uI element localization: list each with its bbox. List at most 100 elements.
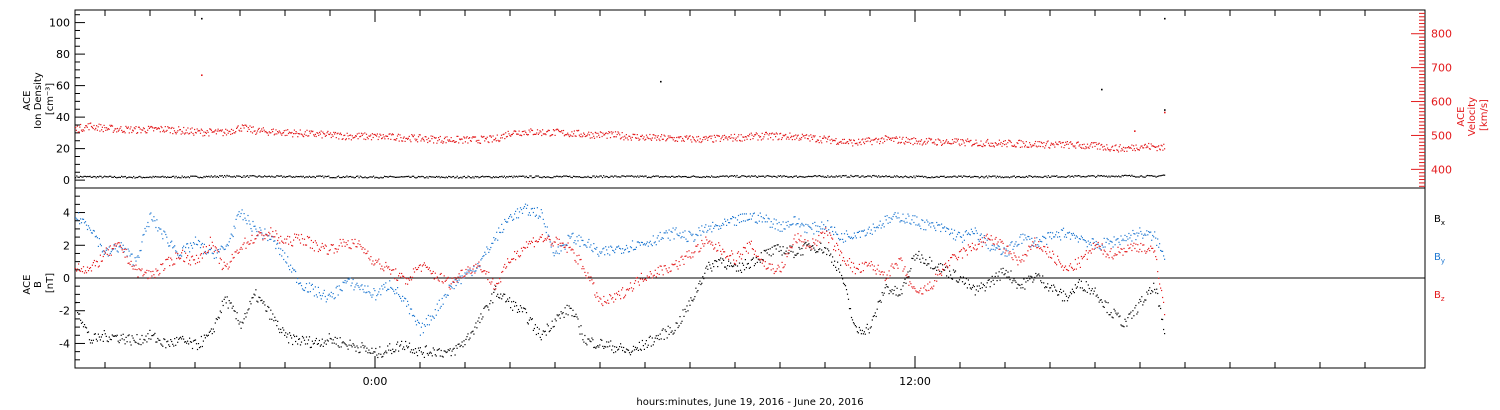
by-series-point xyxy=(999,248,1001,250)
velocity-series-point xyxy=(451,140,453,143)
velocity-series-point xyxy=(250,131,252,133)
velocity-series-point xyxy=(461,138,463,140)
velocity-series-point xyxy=(780,132,782,134)
bx-series-point xyxy=(521,311,524,313)
density-series-point xyxy=(680,176,682,178)
bx-series-point xyxy=(254,294,256,296)
by-series-point xyxy=(951,232,954,234)
by-series-point xyxy=(574,240,576,242)
by-series-point xyxy=(639,244,641,246)
by-series-point xyxy=(894,212,896,214)
by-series-point xyxy=(274,240,276,242)
velocity-series-point xyxy=(694,140,696,142)
bx-series-point xyxy=(881,292,883,294)
by-series-point xyxy=(542,218,544,220)
density-series-point xyxy=(484,176,486,178)
by-series-point xyxy=(328,293,330,295)
velocity-series-point xyxy=(884,140,886,142)
bz-series-point xyxy=(301,238,304,240)
density-series-point xyxy=(241,176,243,178)
velocity-series-point xyxy=(1046,141,1048,143)
by-series-point xyxy=(505,220,507,222)
bz-series-point xyxy=(281,240,283,242)
density-series-point xyxy=(1136,176,1138,178)
bx-series-point xyxy=(235,318,237,320)
by-series-point xyxy=(736,219,739,221)
density-series-point xyxy=(405,175,407,178)
density-series-point xyxy=(1124,174,1126,176)
by-series-point xyxy=(193,243,196,245)
bx-series-point xyxy=(1135,304,1137,307)
by-series-point xyxy=(320,298,322,300)
by-series-point xyxy=(724,218,726,220)
by-series-point xyxy=(1001,253,1003,255)
velocity-series-point xyxy=(927,140,929,142)
density-series-point xyxy=(305,176,307,178)
density-series-point xyxy=(742,175,744,177)
bx-series-point xyxy=(412,349,415,351)
velocity-series-point xyxy=(159,131,161,133)
by-series-point xyxy=(180,254,182,256)
velocity-series-point xyxy=(681,140,683,142)
by-series-point xyxy=(722,222,724,224)
bx-series-point xyxy=(106,340,108,342)
bz-series-point xyxy=(298,234,300,236)
bx-series-point xyxy=(415,351,418,353)
density-series-point xyxy=(874,175,876,177)
velocity-series-point xyxy=(532,134,534,136)
velocity-series-point xyxy=(289,132,291,134)
by-series-point xyxy=(1099,248,1101,250)
velocity-series-point xyxy=(686,135,688,137)
bx-series-point xyxy=(884,287,886,289)
bx-series-point xyxy=(970,288,972,290)
by-series-point xyxy=(629,246,632,248)
velocity-series-point xyxy=(1031,145,1033,147)
bx-series-point xyxy=(461,341,463,343)
bz-series-point xyxy=(131,265,133,267)
density-series-point xyxy=(972,176,974,178)
velocity-series-point xyxy=(534,133,536,135)
density-series-point xyxy=(571,177,573,179)
by-series-point xyxy=(684,230,686,232)
density-series-point xyxy=(939,175,942,177)
bx-series-point xyxy=(645,340,647,342)
velocity-series-point xyxy=(772,139,774,141)
velocity-series-point xyxy=(807,138,809,140)
velocity-series-point xyxy=(703,136,705,138)
density-series-point xyxy=(708,176,710,178)
by-series-point xyxy=(421,322,423,324)
velocity-series-point xyxy=(305,134,307,136)
density-series-point xyxy=(921,175,923,177)
velocity-series-point xyxy=(1078,145,1080,147)
bx-series-point xyxy=(682,309,684,311)
velocity-series-point xyxy=(572,135,574,137)
velocity-series-point xyxy=(542,129,544,131)
bz-series-point xyxy=(526,246,529,248)
velocity-series-point xyxy=(505,136,508,138)
bx-series-point xyxy=(963,283,965,285)
bx-series-point xyxy=(676,322,678,324)
velocity-series-point xyxy=(309,132,311,134)
velocity-series-point xyxy=(489,135,491,137)
density-series-point xyxy=(1138,176,1140,178)
bz-series-point xyxy=(258,231,260,233)
density-series-point xyxy=(101,177,103,179)
bx-series-point xyxy=(665,330,667,333)
density-series-point xyxy=(193,175,195,177)
by-series-point xyxy=(1131,240,1133,242)
velocity-series-point xyxy=(876,141,878,143)
velocity-series-point xyxy=(634,133,636,136)
by-series-point xyxy=(400,297,402,299)
bx-series-point xyxy=(470,332,472,334)
density-series-point xyxy=(744,175,747,177)
density-series-point xyxy=(225,176,227,178)
bz-series-point xyxy=(165,259,167,261)
density-series-point xyxy=(460,176,462,178)
velocity-series-point xyxy=(722,135,724,137)
bx-series-point xyxy=(107,341,109,343)
density-series-point xyxy=(364,176,366,178)
density-series-point xyxy=(727,176,730,178)
velocity-series-point xyxy=(132,130,134,132)
bx-series-point xyxy=(983,285,985,287)
by-series-point xyxy=(1147,234,1149,236)
